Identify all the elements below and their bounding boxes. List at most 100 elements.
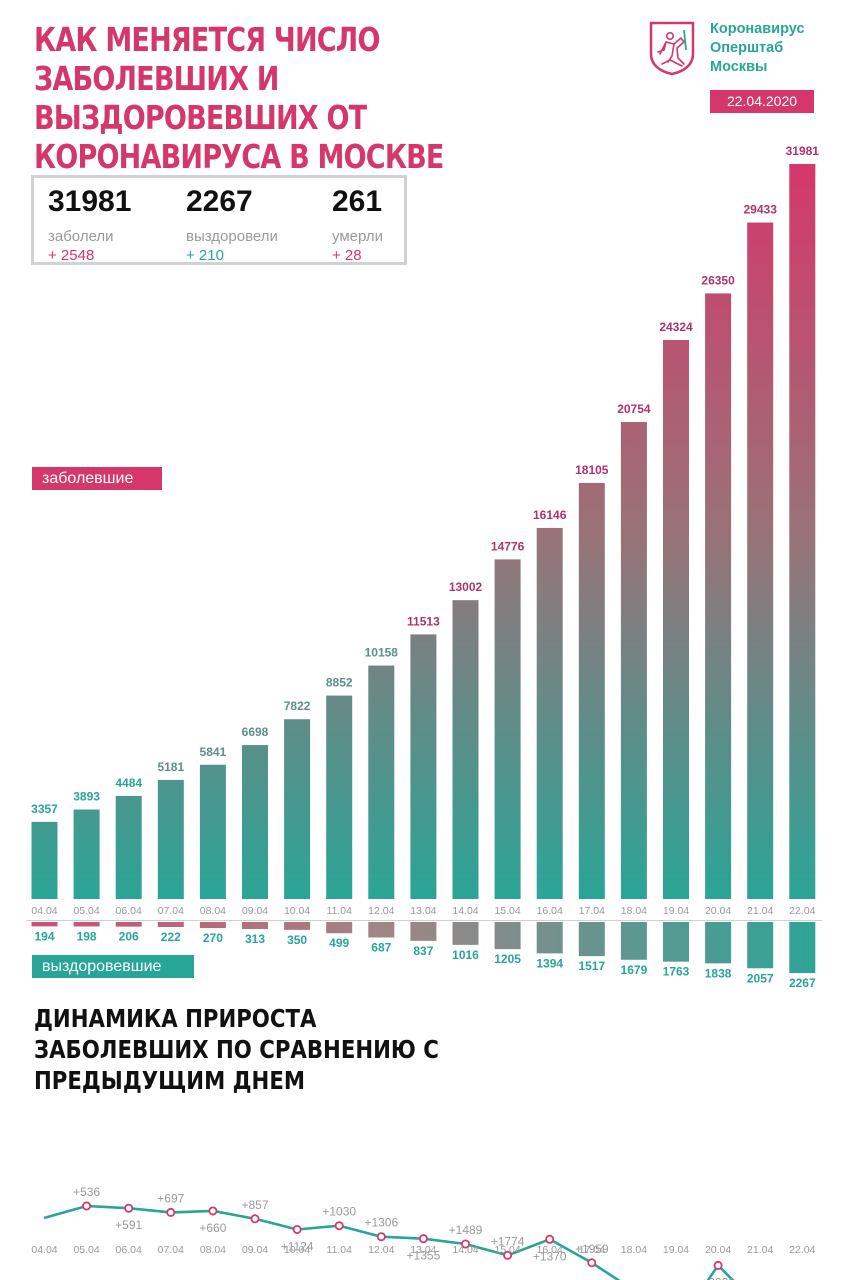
cases-bar [747, 222, 774, 899]
recovered-bar [747, 922, 774, 969]
page-title: Как меняется число заболевших и выздоров… [34, 20, 444, 176]
line-date-label: 04.04 [31, 1244, 57, 1256]
line-point [460, 1239, 470, 1249]
recovered-bar [663, 922, 689, 962]
stat-deaths-delta: + 28 [332, 247, 362, 264]
cases-bar [326, 695, 353, 899]
line-date-label: 11.04 [326, 1244, 352, 1256]
line-chart-title: Динамика прироста заболевших по сравнени… [34, 1004, 439, 1095]
stat-recovered-label: выздоровели [186, 228, 278, 245]
cases-bar-label: 3357 [31, 802, 58, 816]
cases-bar-label: 11513 [407, 614, 440, 628]
cases-bar-label: 5841 [200, 745, 227, 759]
cases-bar-label: 29433 [744, 203, 778, 217]
bar-date-label: 05.04 [73, 905, 99, 917]
cases-bar [789, 164, 816, 899]
cases-bar-label: 8852 [326, 676, 353, 690]
legend-cases-chip: заболевшие [32, 467, 162, 490]
stat-deaths-label: умерли [332, 228, 383, 245]
recovered-bar [31, 922, 58, 927]
bar-chart: 3357 04.04 194 3893 05.04 198 4484 06.04 206 5181… [26, 144, 822, 990]
stat-recovered: 2267 выздоровели + 210 [186, 182, 278, 265]
recovered-bar-label: 1016 [452, 948, 479, 962]
bar-date-label: 20.04 [705, 905, 731, 917]
bar-date-label: 15.04 [494, 905, 520, 917]
line-date-label: 18.04 [621, 1244, 647, 1256]
line-date-label: 19.04 [663, 1244, 689, 1256]
line-date-label: 15.04 [494, 1244, 520, 1256]
recovered-bar-label: 499 [329, 936, 349, 950]
line-point-label: +1774 [491, 1234, 525, 1248]
recovered-bar [115, 922, 142, 927]
recovered-bar-label: 687 [371, 940, 391, 954]
cases-bar-label: 20754 [617, 402, 651, 416]
cases-bar [620, 422, 647, 899]
bar-date-label: 14.04 [452, 905, 478, 917]
cases-bar-label: 6698 [242, 725, 269, 739]
recovered-bar-label: 350 [287, 933, 307, 947]
cases-bar-label: 14776 [491, 539, 525, 553]
moscow-coat-of-arms-icon [649, 21, 695, 76]
cases-bar [410, 634, 437, 899]
recovered-bar-label: 1394 [536, 956, 563, 970]
recovered-bar-label: 270 [203, 931, 223, 945]
line-point-label: +857 [241, 1198, 268, 1212]
bar-date-label: 18.04 [621, 905, 647, 917]
cases-bar [157, 779, 184, 899]
stat-recovered-delta: + 210 [186, 247, 224, 264]
stat-deaths-value: 261 [332, 185, 383, 218]
bar-date-label: 12.04 [368, 905, 394, 917]
recovered-bar [242, 922, 268, 930]
line-point [124, 1203, 134, 1213]
cases-bar-label: 13002 [449, 580, 483, 594]
line-point-label: +591 [115, 1218, 142, 1232]
stat-cases: 31981 заболели + 2548 [48, 182, 131, 265]
line-date-label: 21.04 [747, 1244, 773, 1256]
cases-bar [494, 559, 521, 899]
cases-bar-label: 18105 [575, 463, 609, 477]
cases-bar [536, 527, 563, 899]
stat-cases-delta: + 2548 [48, 247, 95, 264]
cases-bar [452, 600, 479, 899]
recovered-bar-label: 194 [34, 929, 54, 943]
recovered-bar-label: 1517 [578, 959, 605, 973]
line-point [166, 1207, 176, 1217]
cases-bar-label: 26350 [701, 273, 735, 287]
recovered-bar-label: 198 [77, 929, 97, 943]
line-date-label: 05.04 [73, 1244, 99, 1256]
cases-bar [578, 482, 605, 899]
cases-bar [284, 719, 311, 899]
line-date-label: 09.04 [242, 1244, 268, 1256]
cases-bar [115, 795, 142, 899]
recovered-bar [368, 922, 395, 938]
line-date-label: 13.04 [410, 1244, 436, 1256]
recovered-bar-label: 222 [161, 930, 181, 944]
cases-bar-label: 7822 [284, 699, 311, 713]
stat-cases-label: заболели [48, 228, 114, 245]
line-point [418, 1234, 428, 1244]
stat-cases-value: 31981 [48, 185, 132, 218]
stat-deaths: 261 умерли + 28 [332, 182, 383, 265]
line-point [587, 1258, 597, 1268]
cases-bar [73, 809, 100, 899]
line-date-label: 14.04 [452, 1244, 478, 1256]
recovered-bar [705, 922, 732, 964]
line-point-label: +660 [199, 1221, 226, 1235]
recovered-bar [410, 922, 437, 941]
cases-bar-label: 4484 [115, 776, 142, 790]
line-point-label: +1306 [364, 1216, 398, 1230]
recovered-bar-label: 206 [119, 930, 139, 944]
line-point-label: +1030 [322, 1205, 356, 1219]
line-point-label: +1959 [575, 1242, 609, 1256]
line-date-label: 12.04 [368, 1244, 394, 1256]
bar-date-label: 07.04 [158, 905, 184, 917]
brand-line: Оперштаб [710, 40, 784, 56]
line-point-label: +536 [73, 1185, 100, 1199]
recovered-bar [789, 922, 816, 973]
bar-date-label: 21.04 [747, 905, 773, 917]
cases-bar [663, 339, 689, 899]
recovered-bar [157, 922, 184, 927]
recovered-bar [199, 922, 226, 929]
recovered-bar [73, 922, 100, 927]
